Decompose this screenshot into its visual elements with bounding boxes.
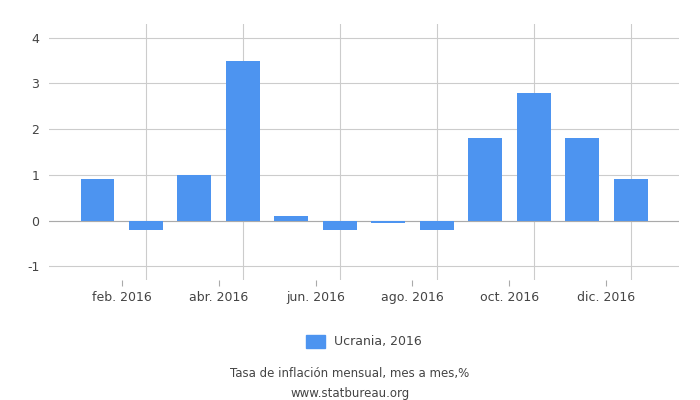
Bar <box>226 60 260 220</box>
Bar <box>80 180 114 220</box>
Bar <box>517 92 551 220</box>
Bar <box>420 220 454 230</box>
Text: Tasa de inflación mensual, mes a mes,%: Tasa de inflación mensual, mes a mes,% <box>230 368 470 380</box>
Text: www.statbureau.org: www.statbureau.org <box>290 388 410 400</box>
Bar <box>177 175 211 220</box>
Legend: Ucrania, 2016: Ucrania, 2016 <box>301 330 427 353</box>
Bar <box>468 138 502 220</box>
Bar <box>565 138 599 220</box>
Bar <box>129 220 163 230</box>
Bar <box>323 220 357 230</box>
Bar <box>274 216 308 220</box>
Bar <box>371 220 405 223</box>
Bar <box>614 180 648 220</box>
